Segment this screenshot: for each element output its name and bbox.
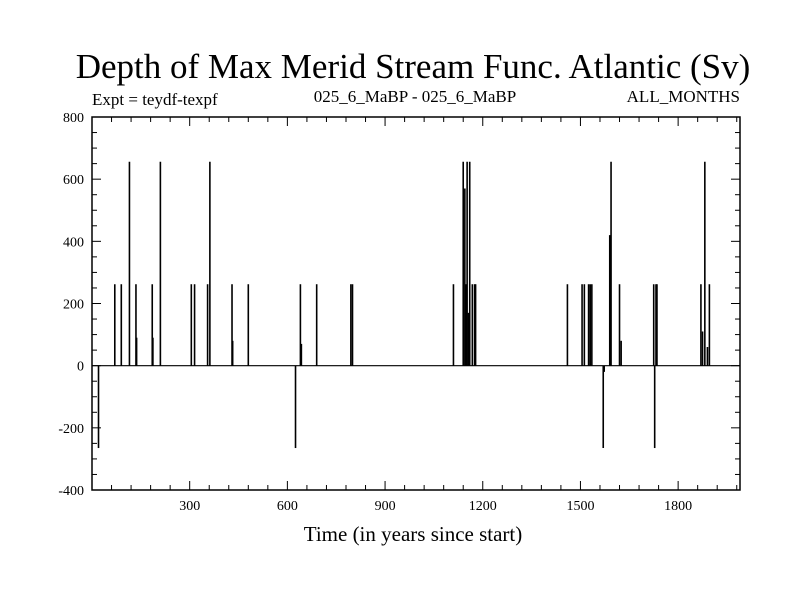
y-tick-label: 400 — [63, 235, 84, 250]
y-tick-label: -200 — [58, 422, 84, 437]
y-tick-label: -400 — [58, 484, 84, 499]
series-spikes — [92, 161, 740, 449]
plot-frame — [91, 116, 741, 491]
axes: -400 -200 0 200 400 600 800 300 600 900 1200 1500 18… — [58, 111, 741, 514]
x-axis-label: Time (in years since start) — [304, 522, 523, 546]
x-tick-label: 1200 — [469, 499, 497, 514]
x-tick-label: 600 — [277, 499, 298, 514]
x-tick-label: 1500 — [566, 499, 594, 514]
y-tick-label: 800 — [63, 111, 84, 126]
subtitle-periods: 025_6_MaBP - 025_6_MaBP — [314, 87, 516, 106]
y-tick-label: 200 — [63, 298, 84, 313]
x-tick-label: 1800 — [664, 499, 692, 514]
y-tick-label: 600 — [63, 173, 84, 188]
chart-title: Depth of Max Merid Stream Func. Atlantic… — [76, 47, 751, 86]
x-tick-label: 900 — [375, 499, 396, 514]
y-tick-label: 0 — [77, 360, 84, 375]
subtitle-experiment: Expt = teydf-texpf — [92, 90, 218, 109]
subtitle-months: ALL_MONTHS — [627, 87, 740, 106]
x-tick-label: 300 — [179, 499, 200, 514]
